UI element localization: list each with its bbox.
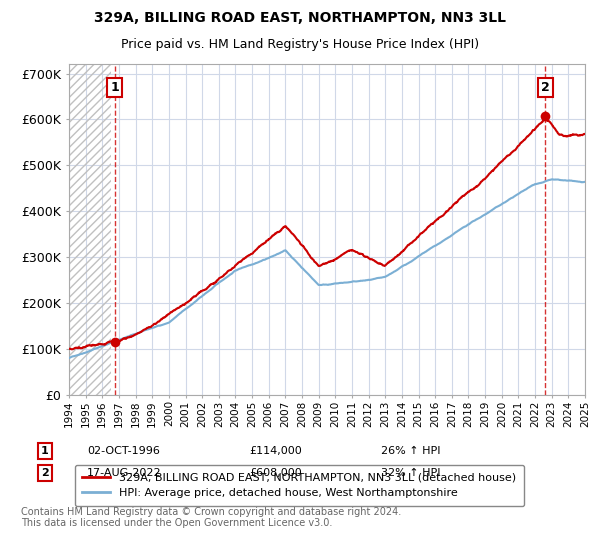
Text: 02-OCT-1996: 02-OCT-1996 xyxy=(87,446,160,456)
Text: 26% ↑ HPI: 26% ↑ HPI xyxy=(381,446,440,456)
Text: 1: 1 xyxy=(110,81,119,94)
Bar xyxy=(69,64,110,395)
Text: Contains HM Land Registry data © Crown copyright and database right 2024.
This d: Contains HM Land Registry data © Crown c… xyxy=(21,507,401,529)
Text: 2: 2 xyxy=(541,81,550,94)
Bar xyxy=(69,64,110,395)
Text: £608,000: £608,000 xyxy=(249,468,302,478)
Text: 32% ↑ HPI: 32% ↑ HPI xyxy=(381,468,440,478)
Text: £114,000: £114,000 xyxy=(249,446,302,456)
Text: 2: 2 xyxy=(41,468,49,478)
Text: 1: 1 xyxy=(41,446,49,456)
Text: 329A, BILLING ROAD EAST, NORTHAMPTON, NN3 3LL: 329A, BILLING ROAD EAST, NORTHAMPTON, NN… xyxy=(94,11,506,25)
Text: Price paid vs. HM Land Registry's House Price Index (HPI): Price paid vs. HM Land Registry's House … xyxy=(121,38,479,51)
Legend: 329A, BILLING ROAD EAST, NORTHAMPTON, NN3 3LL (detached house), HPI: Average pri: 329A, BILLING ROAD EAST, NORTHAMPTON, NN… xyxy=(74,465,524,506)
Text: 17-AUG-2022: 17-AUG-2022 xyxy=(87,468,161,478)
